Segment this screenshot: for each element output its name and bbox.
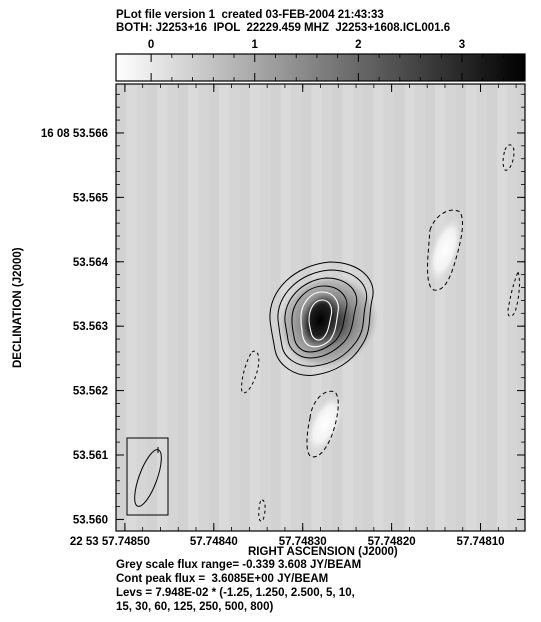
image-stripe [455,84,467,531]
axis-tick-labels: 22 53 57.74850 57.74840 57.74830 57.74820 57… [41,128,505,548]
image-stripe [116,84,127,531]
contour-neg-2 [306,390,339,458]
image-stripe [394,84,405,531]
image-stripe [208,84,219,531]
image-stripe [435,84,446,531]
image-stripe [270,84,281,531]
x-tick-label: 57.74810 [457,536,505,548]
image-stripe [466,84,477,531]
image-stripe [188,84,199,531]
image-stripe [157,84,168,531]
colorbar-tick-label: 0 [148,39,154,51]
colorbar-ticks: 0 1 2 3 [148,39,525,81]
image-stripe [249,84,261,531]
image-stripe [167,84,178,531]
image-stripe [146,84,158,531]
y-tick-label: 53.564 [73,257,109,269]
contour-pos-2 [277,269,368,367]
contour-pos-4 [291,285,348,353]
image-stripe [260,84,271,531]
image-stripe [486,84,498,531]
contour-levels-text-2: 15, 30, 60, 125, 250, 500, 800) [116,601,274,613]
image-stripe [177,84,189,531]
contour-pos-1 [269,261,374,376]
contour-pos-6 [308,299,333,341]
y-tick-label: 53.562 [73,386,108,398]
plot-header-line1: PLot file version 1 created 03-FEB-2004 … [116,9,384,21]
contours [241,144,520,522]
beam-inset [126,437,169,516]
image-stripe [425,84,436,531]
x-axis-label: RIGHT ASCENSION (J2000) [248,546,398,558]
y-axis-label: DECLINATION (J2000) [12,247,24,368]
greyscale-range-text: Grey scale flux range= -0.339 3.608 JY/B… [116,559,362,571]
image-stripe [383,84,395,531]
image-stripe [404,84,415,531]
image-stripe [229,84,240,531]
image-stripe [136,84,147,531]
contour-pos-3 [284,277,358,359]
y-tick-label: 53.565 [73,192,109,204]
peak-flux-text: Cont peak flux = 3.6085E+00 JY/BEAM [116,573,329,585]
y-tick-label: 16 08 53.566 [41,128,108,140]
contour-neg-3 [502,144,515,171]
y-tick-label: 53.560 [73,514,108,526]
image-stripe [239,84,250,531]
image-stripe [476,84,487,531]
negative-hole-1 [427,215,463,285]
y-tick-label: 53.561 [73,450,109,462]
image-stripe [414,84,425,531]
contour-neg-4 [507,270,520,317]
contour-levels-text: Levs = 7.948E-02 * (-1.25, 1.250, 2.500,… [116,587,355,599]
image-stripe [507,84,518,531]
y-tick-label: 53.563 [73,321,108,333]
negative-hole-2 [305,393,345,455]
image-stripe [219,84,230,531]
image-stripe [517,84,525,531]
contour-neg-1 [427,209,463,291]
colorbar-tick-label: 2 [355,39,361,51]
x-tick-label: 57.74840 [190,536,238,548]
axis-ticks [116,84,525,531]
image-stripe [126,84,137,531]
colorbar-tick-label: 3 [459,39,465,51]
image-stripe [373,84,384,531]
image-stripe [198,84,209,531]
contour-pos-5 [300,291,339,348]
colorbar-tick-label: 1 [252,39,259,51]
grey-image [116,84,525,531]
image-stripe [445,84,456,531]
contour-neg-5 [241,350,260,394]
contour-neg-6 [258,499,266,522]
image-stripe [497,84,508,531]
x-tick-label: 57.74830 [279,536,327,548]
x-tick-label: 57.74820 [368,536,416,548]
colorbar [115,53,526,82]
x-tick-label: 22 53 57.74850 [70,536,150,548]
plot-header-line2: BOTH: J2253+16 IPOL 22229.459 MHZ J2253+… [116,22,451,34]
source-core [300,293,340,347]
